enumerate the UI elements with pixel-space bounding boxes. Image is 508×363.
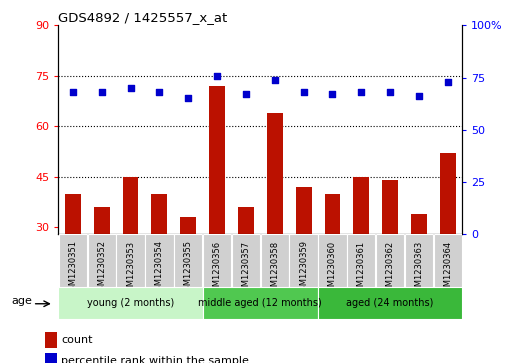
Bar [45,333,57,348]
Text: middle aged (12 months): middle aged (12 months) [199,298,322,308]
Text: young (2 months): young (2 months) [87,298,174,308]
Text: count: count [61,335,93,345]
Point [155,89,164,95]
Bar [122,177,139,234]
Text: GSM1230359: GSM1230359 [299,240,308,297]
Text: GSM1230353: GSM1230353 [126,240,135,297]
Bar [87,234,116,287]
Point [328,91,336,97]
Text: GSM1230362: GSM1230362 [386,240,395,297]
Bar [411,214,427,234]
Point [300,89,308,95]
Point [184,95,193,101]
Bar [347,234,375,287]
Text: GSM1230357: GSM1230357 [241,240,250,297]
Bar [232,234,260,287]
Bar [209,86,225,234]
Bar [261,234,289,287]
Text: GSM1230358: GSM1230358 [270,240,279,297]
Bar [354,177,369,234]
Text: GSM1230364: GSM1230364 [443,240,452,297]
Text: GSM1230360: GSM1230360 [328,240,337,297]
Text: GSM1230363: GSM1230363 [415,240,424,297]
Bar [376,234,404,287]
Text: aged (24 months): aged (24 months) [346,298,434,308]
Text: percentile rank within the sample: percentile rank within the sample [61,356,249,363]
Point [444,79,452,85]
Point [242,91,250,97]
Text: GSM1230355: GSM1230355 [184,240,193,297]
Bar [382,180,398,234]
Point [213,73,221,78]
Bar [94,207,110,234]
Bar [434,234,462,287]
Point [357,89,365,95]
Bar [145,234,174,287]
Bar [203,234,231,287]
Bar [238,207,254,234]
Text: age: age [11,297,32,306]
Point [98,89,106,95]
Bar [319,234,346,287]
Point [415,94,423,99]
Bar [318,287,462,319]
Bar [405,234,433,287]
Text: GSM1230356: GSM1230356 [212,240,221,297]
Bar [174,234,202,287]
Text: GDS4892 / 1425557_x_at: GDS4892 / 1425557_x_at [58,11,228,24]
Text: GSM1230354: GSM1230354 [155,240,164,297]
Bar [58,287,203,319]
Bar [325,194,340,234]
Bar [151,194,167,234]
Bar [180,217,196,234]
Bar [267,113,283,234]
Point [271,77,279,83]
Bar [290,234,318,287]
Bar [203,287,318,319]
Bar [45,353,57,363]
Text: GSM1230352: GSM1230352 [97,240,106,297]
Point [126,85,135,91]
Bar [59,234,87,287]
Bar [65,194,81,234]
Text: GSM1230351: GSM1230351 [69,240,77,297]
Bar [440,153,456,234]
Bar [116,234,145,287]
Text: GSM1230361: GSM1230361 [357,240,366,297]
Bar [296,187,311,234]
Point [386,89,394,95]
Point [69,89,77,95]
